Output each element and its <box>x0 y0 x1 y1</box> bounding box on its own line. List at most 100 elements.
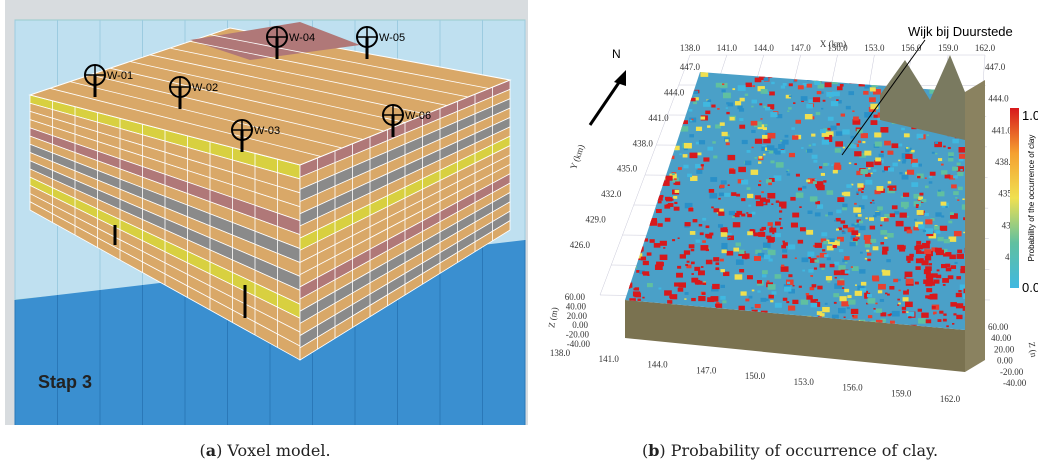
surface-patch <box>898 160 900 162</box>
surface-patch <box>624 284 630 288</box>
surface-patch <box>665 218 671 222</box>
surface-patch <box>865 180 872 185</box>
surface-patch <box>907 216 909 217</box>
surface-patch <box>672 129 678 133</box>
surface-patch <box>927 134 929 136</box>
surface-patch <box>819 166 822 168</box>
surface-patch <box>724 193 730 197</box>
surface-patch <box>658 201 662 204</box>
surface-patch <box>817 91 822 94</box>
tick-label: 141.0 <box>717 43 738 53</box>
surface-patch <box>940 226 947 231</box>
surface-patch <box>781 265 784 267</box>
surface-patch <box>916 204 919 206</box>
surface-patch <box>865 217 867 219</box>
surface-patch <box>688 76 693 80</box>
surface-patch <box>899 172 902 174</box>
surface-patch <box>667 156 669 157</box>
surface-patch <box>883 77 887 80</box>
surface-patch <box>802 186 806 189</box>
surface-patch <box>857 183 863 187</box>
tick-label: 156.0 <box>842 383 863 393</box>
surface-patch <box>918 309 922 312</box>
surface-patch <box>650 239 655 243</box>
surface-patch <box>815 243 822 248</box>
surface-patch <box>939 311 943 314</box>
surface-patch <box>846 106 851 109</box>
surface-patch <box>875 157 881 161</box>
surface-patch <box>726 112 729 114</box>
surface-patch <box>875 303 877 305</box>
tick-label: -40.00 <box>567 339 591 349</box>
surface-patch <box>868 315 872 318</box>
surface-patch <box>925 219 932 224</box>
surface-patch <box>659 156 666 161</box>
surface-patch <box>884 141 891 146</box>
surface-patch <box>821 232 827 236</box>
surface-patch <box>824 254 828 257</box>
surface-patch <box>837 197 844 202</box>
surface-patch <box>821 108 823 110</box>
surface-patch <box>747 187 751 190</box>
surface-patch <box>663 247 665 249</box>
surface-patch <box>938 190 941 192</box>
surface-patch <box>838 265 845 270</box>
surface-patch <box>729 169 735 173</box>
surface-patch <box>829 238 834 242</box>
surface-patch <box>700 71 708 76</box>
tick-label: 426.0 <box>570 240 591 250</box>
surface-patch <box>911 150 914 152</box>
surface-patch <box>825 215 828 217</box>
surface-patch <box>763 127 767 130</box>
surface-patch <box>651 166 656 170</box>
surface-patch <box>851 224 855 227</box>
surface-patch <box>806 179 810 182</box>
tick-label: 150.0 <box>745 371 766 381</box>
surface-patch <box>815 179 817 180</box>
surface-patch <box>728 155 736 160</box>
surface-patch <box>701 266 704 268</box>
well-label: W-02 <box>192 82 218 94</box>
surface-patch <box>948 221 952 224</box>
surface-patch <box>620 244 622 246</box>
surface-patch <box>739 108 744 112</box>
surface-patch <box>835 148 841 153</box>
surface-patch <box>903 297 909 301</box>
surface-patch <box>709 189 714 193</box>
surface-patch <box>835 141 843 146</box>
surface-patch <box>948 158 953 162</box>
surface-patch <box>891 143 898 148</box>
surface-patch <box>951 265 956 269</box>
surface-patch <box>755 157 757 159</box>
surface-patch <box>761 89 768 94</box>
surface-patch <box>738 85 746 91</box>
surface-patch <box>916 206 919 208</box>
surface-patch <box>826 276 832 280</box>
surface-patch <box>812 155 818 159</box>
surface-patch <box>884 237 887 239</box>
tick-label: 153.0 <box>864 43 885 53</box>
surface-patch <box>935 212 941 216</box>
surface-patch <box>661 177 663 179</box>
surface-patch <box>657 174 662 177</box>
surface-patch <box>779 218 781 220</box>
surface-patch <box>790 197 795 201</box>
surface-patch <box>922 71 927 75</box>
surface-patch <box>788 274 792 277</box>
surface-patch <box>672 173 675 175</box>
surface-patch <box>768 250 776 255</box>
surface-patch <box>695 282 699 284</box>
tick-label: 438.0 <box>633 138 654 148</box>
surface-patch <box>923 230 926 232</box>
surface-patch <box>917 210 924 215</box>
surface-patch <box>638 226 644 231</box>
surface-patch <box>844 317 846 318</box>
surface-patch <box>914 219 917 221</box>
surface-patch <box>907 230 913 234</box>
surface-patch <box>798 240 803 244</box>
surface-patch <box>747 194 753 198</box>
surface-patch <box>656 209 662 213</box>
surface-patch <box>689 78 694 81</box>
surface-patch <box>924 213 929 216</box>
surface-patch <box>944 239 950 243</box>
